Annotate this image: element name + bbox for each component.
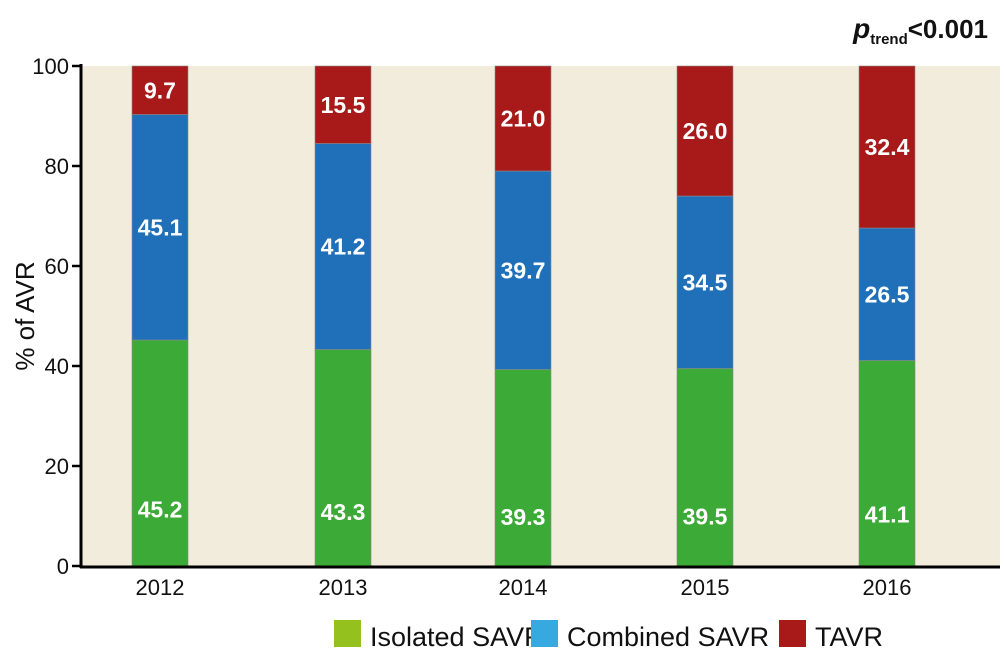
bar-value-label: 34.5 [683, 269, 728, 295]
bar-isolated-savr-2016 [858, 360, 916, 567]
legend: Isolated SAVR Combined SAVR TAVR [334, 620, 883, 652]
p-trend-annotation: ptrend<0.001 [852, 13, 988, 48]
bar-value-label: 9.7 [144, 77, 176, 103]
y-tick-label: 60 [45, 254, 69, 279]
bar-value-label: 41.2 [321, 234, 366, 260]
bar-value-label: 39.3 [501, 504, 546, 530]
bar-combined-savr-2014 [494, 170, 552, 370]
bar-combined-savr-2015 [676, 195, 734, 369]
bar-value-label: 41.1 [865, 502, 910, 528]
bar-value-label: 21.0 [501, 106, 546, 132]
legend-item-tavr: TAVR [779, 620, 883, 652]
p-value: <0.001 [908, 14, 988, 44]
bar-isolated-savr-2012 [131, 339, 189, 567]
x-tick-label: 2016 [863, 575, 912, 600]
bar-isolated-savr-2015 [676, 368, 734, 567]
bar-tavr-2013 [314, 65, 372, 144]
bar-combined-savr-2016 [858, 227, 916, 361]
y-tick-label: 40 [45, 354, 69, 379]
bar-value-label: 43.3 [321, 499, 366, 525]
y-tick-label: 20 [45, 454, 69, 479]
x-tick-label: 2012 [136, 575, 185, 600]
bar-value-label: 32.4 [865, 134, 910, 160]
legend-item-combined-savr: Combined SAVR [531, 620, 769, 652]
bar-value-label: 39.5 [683, 504, 728, 530]
x-ticks-group: 2012 2013 2014 2015 2016 [136, 575, 912, 600]
bar-value-label: 39.7 [501, 257, 546, 283]
bar-isolated-savr-2013 [314, 349, 372, 567]
legend-swatch [334, 620, 361, 647]
legend-label: Isolated SAVR [370, 622, 544, 652]
bars-group [131, 65, 916, 567]
x-tick-label: 2013 [319, 575, 368, 600]
legend-label: TAVR [815, 622, 883, 652]
y-axis-title: % of AVR [10, 261, 40, 370]
bar-combined-savr-2013 [314, 143, 372, 350]
legend-label: Combined SAVR [567, 622, 769, 652]
legend-item-isolated-savr: Isolated SAVR [334, 620, 544, 652]
bar-tavr-2015 [676, 65, 734, 197]
y-ticks-group: 0 20 40 60 80 100 [32, 54, 81, 579]
y-tick-label: 0 [57, 554, 69, 579]
x-tick-label: 2014 [499, 575, 548, 600]
bar-value-label: 45.1 [138, 214, 183, 240]
legend-swatch [779, 620, 806, 647]
bar-value-label: 15.5 [321, 92, 366, 118]
x-tick-label: 2015 [681, 575, 730, 600]
p-symbol: p [852, 13, 870, 44]
y-tick-label: 80 [45, 154, 69, 179]
y-tick-label: 100 [32, 54, 69, 79]
bar-tavr-2016 [858, 65, 916, 229]
bar-tavr-2014 [494, 65, 552, 172]
bar-value-label: 45.2 [138, 497, 183, 523]
bar-value-label: 26.0 [683, 118, 728, 144]
bar-isolated-savr-2014 [494, 369, 552, 567]
p-subscript: trend [870, 31, 908, 48]
bar-value-label: 26.5 [865, 281, 910, 307]
bar-labels-group: 45.2 45.1 9.7 43.3 41.2 15.5 39.3 39.7 21.0 39.5 3… [138, 77, 910, 530]
legend-swatch [531, 620, 558, 647]
bar-tavr-2012 [131, 65, 189, 115]
